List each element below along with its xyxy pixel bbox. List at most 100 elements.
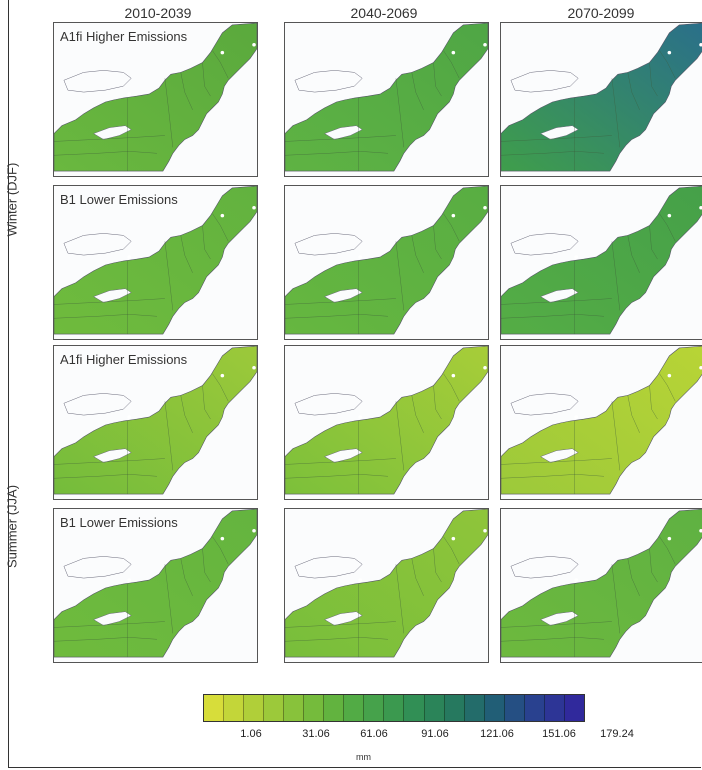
lake-shape — [324, 125, 363, 140]
state-border — [501, 151, 605, 156]
state-border — [395, 78, 405, 148]
city-marker — [451, 373, 456, 378]
city-marker — [667, 50, 672, 55]
city-marker — [667, 213, 672, 218]
state-border — [285, 298, 396, 305]
lake-shape — [93, 611, 132, 626]
state-border — [411, 558, 424, 596]
colorbar-tick-label: 121.06 — [480, 728, 514, 740]
state-border — [649, 548, 658, 583]
map-svg — [285, 346, 488, 495]
state-border — [411, 72, 424, 110]
lake-shape — [510, 70, 579, 93]
state-border — [202, 385, 211, 420]
map-svg — [285, 186, 488, 335]
land-region — [501, 23, 702, 172]
city-marker — [220, 213, 225, 218]
colorbar-tick-label: 179.24 — [600, 728, 634, 740]
map-panel — [500, 345, 702, 500]
colorbar-tick-label: 31.06 — [302, 728, 330, 740]
city-marker — [483, 365, 487, 370]
city-marker — [574, 578, 579, 582]
lake-shape — [540, 611, 579, 626]
state-border — [611, 564, 621, 634]
lake-shape — [510, 393, 579, 416]
colorbar-tick-label: 61.06 — [360, 728, 388, 740]
state-border — [54, 474, 158, 479]
lake-shape — [294, 393, 363, 416]
city-marker — [483, 205, 487, 210]
state-border — [659, 536, 676, 565]
map-svg — [501, 346, 702, 495]
city-marker — [699, 42, 702, 47]
land-region — [285, 346, 488, 495]
state-border — [212, 373, 229, 402]
state-border — [54, 298, 165, 305]
state-border — [164, 241, 174, 311]
state-border — [501, 621, 612, 628]
scenario-label: B1 Lower Emissions — [60, 192, 178, 207]
state-border — [54, 621, 165, 628]
map-panel — [500, 185, 702, 340]
city-marker — [483, 528, 487, 533]
state-border — [285, 474, 389, 479]
state-border — [164, 564, 174, 634]
state-border — [202, 225, 211, 260]
city-marker — [252, 365, 256, 370]
city-marker — [574, 415, 579, 419]
land-region — [54, 186, 257, 335]
colorbar-unit: mm — [356, 752, 371, 762]
state-border — [54, 314, 158, 319]
map-svg — [501, 186, 702, 335]
state-border — [501, 474, 605, 479]
map-panel: B1 Lower Emissions — [53, 185, 258, 340]
state-border — [433, 225, 442, 260]
state-border — [164, 78, 174, 148]
land-region — [285, 23, 488, 172]
lake-shape — [510, 233, 579, 256]
state-border — [54, 458, 165, 465]
lake-shape — [63, 556, 132, 579]
state-border — [659, 50, 676, 79]
colorbar-swatch — [504, 695, 525, 721]
column-header-period-2: 2040-2069 — [350, 5, 418, 21]
city-marker — [358, 92, 363, 96]
land-region — [54, 346, 257, 495]
lake-shape — [324, 611, 363, 626]
city-marker — [127, 255, 132, 259]
lake-shape — [540, 288, 579, 303]
state-border — [54, 151, 158, 156]
state-border — [611, 401, 621, 471]
city-marker — [127, 578, 132, 582]
state-border — [180, 395, 193, 433]
city-marker — [220, 50, 225, 55]
lake-shape — [63, 233, 132, 256]
state-border — [285, 135, 396, 142]
figure-frame — [8, 0, 701, 768]
state-border — [443, 536, 460, 565]
state-border — [285, 621, 396, 628]
colorbar-swatch — [444, 695, 465, 721]
colorbar-swatch — [424, 695, 445, 721]
colorbar-swatch — [344, 695, 365, 721]
map-svg — [54, 23, 257, 172]
city-marker — [574, 255, 579, 259]
city-marker — [127, 92, 132, 96]
map-panel — [500, 22, 702, 177]
column-header-period-3: 2070-2099 — [567, 5, 635, 21]
state-border — [433, 385, 442, 420]
state-border — [627, 72, 640, 110]
colorbar-swatch — [544, 695, 565, 721]
state-border — [411, 235, 424, 273]
map-svg — [285, 23, 488, 172]
state-border — [212, 213, 229, 242]
state-border — [212, 536, 229, 565]
row-header-summer: Summer (JJA) — [4, 484, 20, 569]
state-border — [611, 241, 621, 311]
lake-shape — [540, 125, 579, 140]
colorbar-swatch — [484, 695, 505, 721]
state-border — [395, 401, 405, 471]
city-marker — [252, 205, 256, 210]
city-marker — [358, 255, 363, 259]
state-border — [180, 558, 193, 596]
